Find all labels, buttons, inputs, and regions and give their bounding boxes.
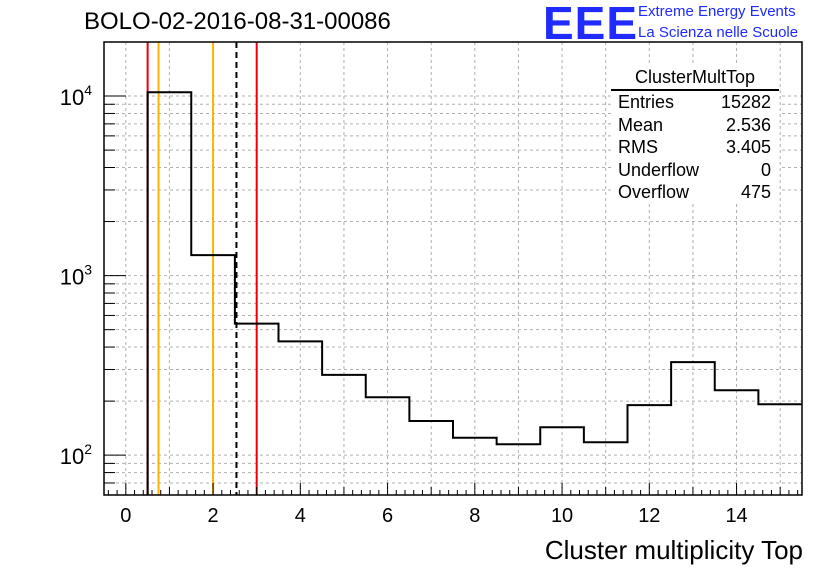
stat-row-rms: RMS 3.405 [611,136,779,159]
stat-label: Underflow [618,159,700,180]
stat-value: 475 [740,182,771,202]
stat-value: 15282 [720,92,771,112]
y-tick-label: 102 [60,441,92,469]
plot-frame [103,41,803,496]
logo-tagline-1: Extreme Energy Events [638,3,796,20]
stat-label: Overflow [618,182,690,202]
y-tick-label: 103 [60,262,92,290]
stat-label: Entries [618,92,675,112]
x-tick-label: 4 [295,505,306,527]
stat-row-entries: Entries 15282 [611,91,779,114]
x-tick-label: 6 [382,505,393,527]
x-tick-label: 0 [120,505,131,527]
x-tick-label: 2 [208,505,219,527]
logo-tagline-2: La Scienza nelle Scuole [638,24,799,41]
stat-label: RMS [618,137,658,157]
x-axis-label: Cluster multiplicity Top [544,535,803,565]
stat-value: 0 [760,159,771,180]
stats-title: ClusterMultTop [611,66,779,91]
chart-title: BOLO-02-2016-08-31-00086 [84,8,391,35]
x-tick-label: 14 [725,505,747,527]
stat-label: Mean [618,114,664,135]
stat-row-overflow: Overflow 475 [611,181,779,204]
x-tick-label: 8 [469,505,480,527]
stat-row-mean: Mean 2.536 [611,114,779,137]
stat-row-underflow: Underflow 0 [611,159,779,182]
stat-value: 2.536 [725,114,771,135]
eee-logo: EEE [543,0,639,49]
x-tick-label: 10 [551,505,573,527]
y-tick-label: 104 [60,82,92,110]
stats-box: ClusterMultTop Entries 15282 Mean 2.536 … [611,66,779,204]
x-tick-label: 12 [638,505,660,527]
stat-value: 3.405 [725,137,771,157]
histogram-outline [146,91,802,495]
